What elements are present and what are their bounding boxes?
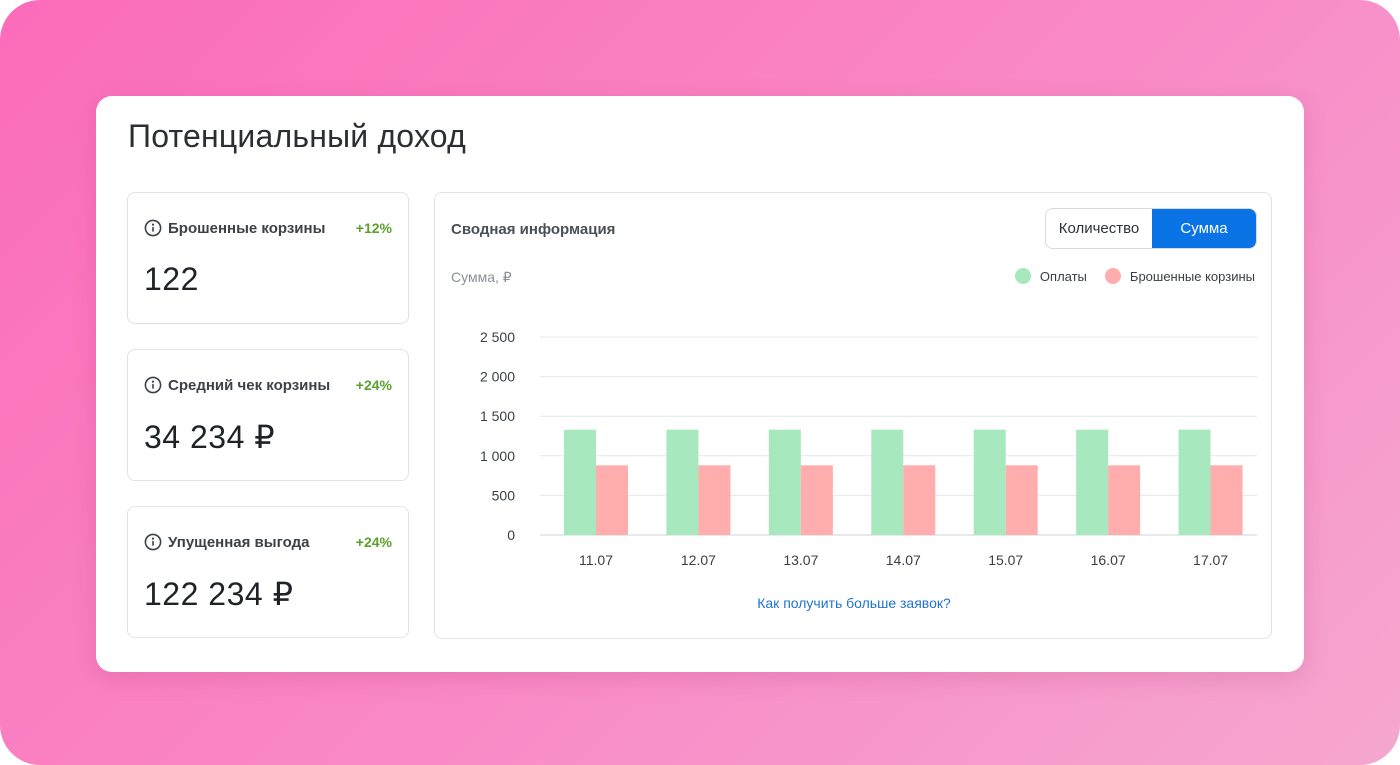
bar-abandoned (1210, 465, 1243, 535)
bar-chart: 0 500 1 000 1 500 2 000 2 500 11.07 12.07 13.07 1… (480, 329, 1257, 568)
metric-value: 122 234 ₽ (144, 576, 294, 612)
bar-abandoned (596, 465, 628, 535)
summary-panel: Сводная информация Количество Сумма Сумм… (434, 192, 1272, 639)
info-icon[interactable] (144, 376, 162, 394)
metric-label: Упущенная выгода (168, 533, 310, 551)
bar-payments (564, 429, 596, 535)
bar-abandoned (800, 465, 833, 535)
metric-delta: +24% (355, 377, 392, 393)
metric-card-average-check: Средний чек корзины +24% 34 234 ₽ (127, 349, 409, 481)
legend-label-payments: Оплаты (1039, 268, 1087, 284)
x-tick-label: 11.07 (579, 552, 613, 568)
legend-label-abandoned: Брошенные корзины (1129, 268, 1255, 284)
metric-label: Брошенные корзины (168, 219, 326, 237)
info-icon[interactable] (144, 533, 162, 551)
y-tick-label: 1 000 (480, 448, 515, 464)
x-tick-label: 15.07 (988, 552, 1023, 568)
potential-income-card: Потенциальный доход Брошенные корзины +1… (96, 96, 1304, 672)
metric-value: 34 234 ₽ (144, 419, 276, 455)
y-tick-label: 0 (507, 527, 515, 543)
x-tick-label: 14.07 (886, 552, 921, 568)
legend-item-abandoned: Брошенные корзины (1104, 268, 1255, 284)
legend-item-payments: Оплаты (1014, 268, 1087, 284)
y-tick-label: 1 500 (480, 408, 515, 424)
bar-abandoned (698, 465, 731, 535)
metric-label: Средний чек корзины (168, 376, 331, 394)
info-icon[interactable] (144, 219, 162, 237)
legend-dot-abandoned (1104, 268, 1121, 284)
bar-abandoned (1108, 465, 1141, 535)
bar-payments (1178, 429, 1211, 535)
bar-payments (973, 429, 1006, 535)
chart-unit-label: Сумма, ₽ (451, 269, 512, 285)
summary-title: Сводная информация (451, 221, 616, 238)
metric-value: 122 (144, 261, 199, 297)
bar-payments (871, 429, 904, 535)
metric-card-abandoned-carts: Брошенные корзины +12% 122 (127, 192, 409, 324)
toggle-sum-button[interactable]: Сумма (1152, 209, 1256, 248)
bar-abandoned (903, 465, 936, 535)
y-tick-label: 2 500 (480, 329, 515, 345)
metric-mode-toggle: Количество Сумма (1045, 208, 1257, 249)
x-tick-label: 12.07 (681, 552, 716, 568)
metric-card-lost-profit: Упущенная выгода +24% 122 234 ₽ (127, 506, 409, 638)
y-tick-label: 500 (492, 487, 516, 503)
bar-payments (768, 429, 801, 535)
metric-delta: +24% (355, 534, 392, 550)
bar-abandoned (1005, 465, 1038, 535)
more-leads-link[interactable]: Как получить больше заявок? (757, 595, 951, 611)
x-tick-label: 13.07 (783, 552, 818, 568)
metric-delta: +12% (355, 220, 392, 236)
bar-payments (1076, 429, 1109, 535)
chart-legend: Оплаты Брошенные корзины (997, 268, 1255, 284)
toggle-count-button[interactable]: Количество (1046, 209, 1152, 248)
bar-payments (666, 429, 699, 535)
y-tick-label: 2 000 (480, 369, 515, 385)
x-tick-label: 16.07 (1091, 552, 1126, 568)
x-tick-label: 17.07 (1193, 552, 1228, 568)
page-title: Потенциальный доход (128, 118, 466, 154)
legend-dot-payments (1014, 268, 1031, 284)
